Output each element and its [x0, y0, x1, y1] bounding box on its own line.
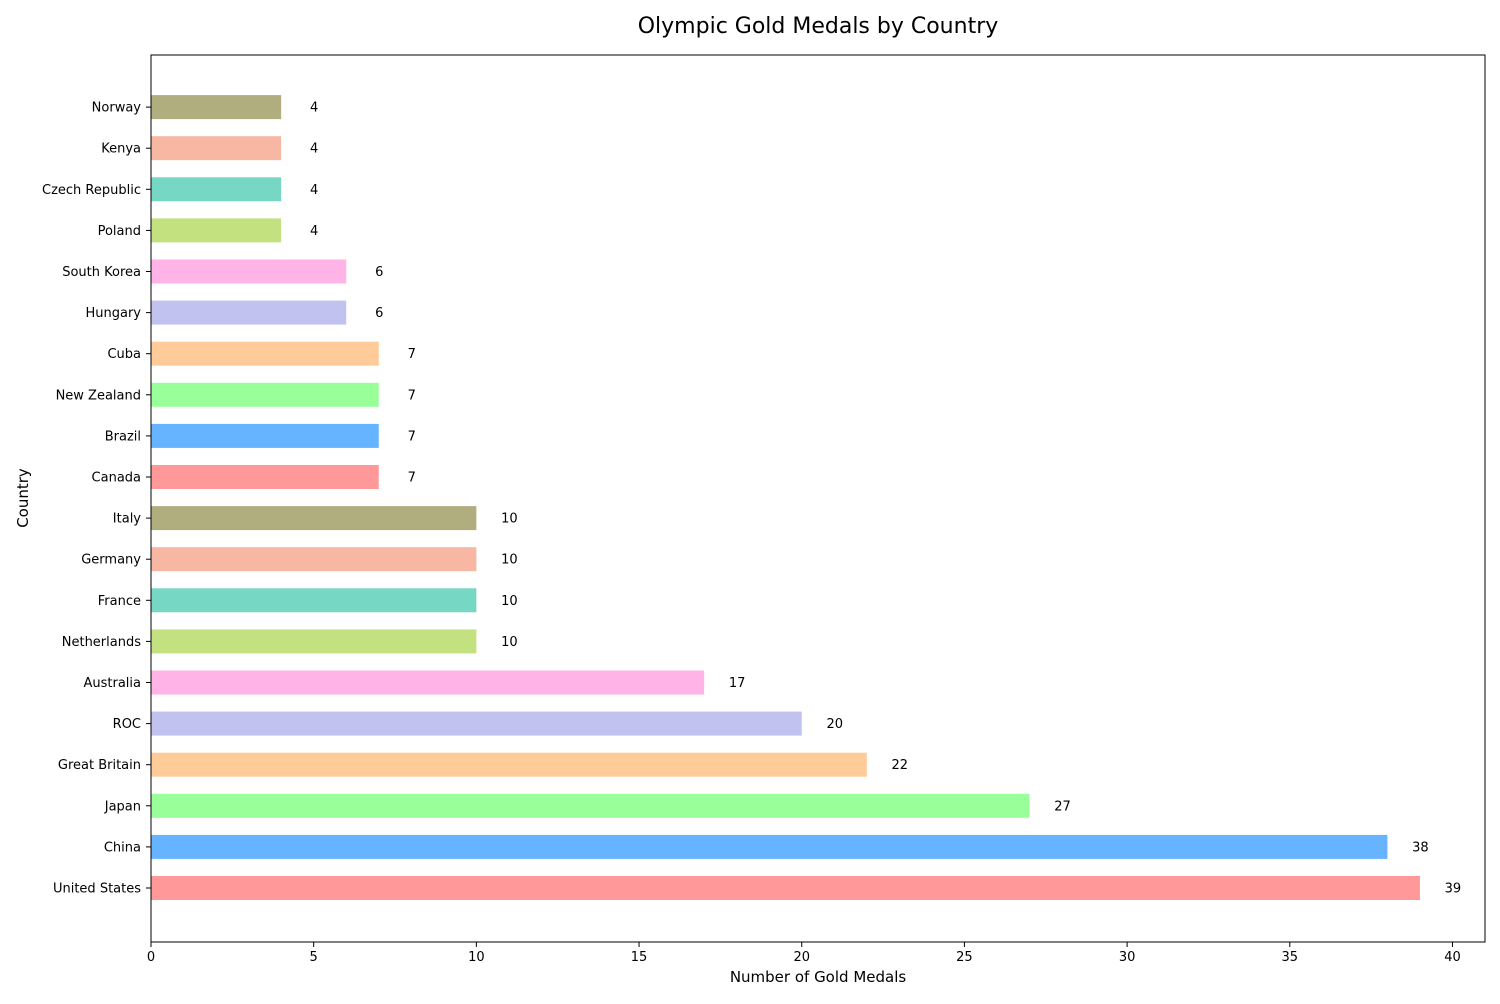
y-tick-label: South Korea	[62, 265, 141, 280]
y-tick-label: Czech Republic	[42, 183, 141, 198]
bar	[151, 506, 477, 531]
bar-value-label: 27	[1054, 799, 1071, 814]
bar-value-label: 17	[729, 676, 746, 691]
plot-area-frame	[150, 54, 1486, 943]
y-axis-ticks: United States China Japan Great Britain ROC A…	[42, 101, 151, 897]
bar-value-label: 7	[408, 388, 416, 403]
bar-value-label: 22	[892, 758, 909, 773]
bar-value-label: 10	[501, 512, 518, 527]
bar-value-label: 4	[310, 142, 318, 157]
x-tick-label: 20	[793, 950, 810, 965]
x-tick-label: 35	[1282, 950, 1299, 965]
bar-value-label: 4	[310, 224, 318, 239]
x-tick-label: 25	[956, 950, 973, 965]
x-tick-label: 15	[631, 950, 648, 965]
bars-layer	[151, 95, 1420, 900]
bar	[151, 670, 705, 695]
y-tick-label: Italy	[113, 512, 142, 527]
bar	[151, 136, 282, 161]
y-tick-label: New Zealand	[56, 388, 141, 403]
bar	[151, 711, 802, 736]
bar-value-label: 6	[375, 306, 383, 321]
y-tick-label: Japan	[104, 799, 141, 814]
bar	[151, 300, 347, 325]
x-tick-label: 0	[147, 950, 155, 965]
bar	[151, 752, 867, 777]
y-tick-label: Brazil	[105, 429, 141, 444]
bar-value-label: 10	[501, 594, 518, 609]
bar-value-label: 38	[1412, 840, 1429, 855]
y-tick-label: Hungary	[85, 306, 141, 321]
data-labels-layer: 39 38 27 22 20 17 10 10 10 10 7 7 7 7 6 6 4 4 4 4	[310, 101, 1461, 897]
bar-value-label: 7	[408, 471, 416, 486]
bar-value-label: 6	[375, 265, 383, 280]
y-tick-label: ROC	[113, 717, 141, 732]
chart-title: Olympic Gold Medals by Country	[638, 14, 999, 39]
bar	[151, 95, 282, 120]
bar-value-label: 7	[408, 429, 416, 444]
bar	[151, 259, 347, 284]
bar	[151, 177, 282, 202]
x-axis-label: Number of Gold Medals	[730, 968, 907, 986]
x-tick-label: 30	[1119, 950, 1136, 965]
bar	[151, 423, 379, 448]
bar	[151, 218, 282, 243]
bar	[151, 793, 1030, 818]
x-tick-label: 40	[1444, 950, 1461, 965]
y-tick-label: Poland	[98, 224, 141, 239]
bar	[151, 341, 379, 366]
bar-value-label: 4	[310, 183, 318, 198]
y-tick-label: Germany	[81, 553, 141, 568]
bar	[151, 876, 1420, 900]
bar-value-label: 10	[501, 635, 518, 650]
y-tick-label: Great Britain	[58, 758, 141, 773]
y-tick-label: Cuba	[107, 347, 141, 362]
x-tick-label: 5	[310, 950, 318, 965]
y-tick-label: Norway	[92, 101, 142, 116]
y-tick-label: Kenya	[101, 142, 141, 157]
bar	[151, 588, 477, 613]
bar	[151, 629, 477, 654]
x-axis-ticks: 0 5 10 15 20 25 30 35 40	[147, 942, 1461, 965]
bar-value-label: 7	[408, 347, 416, 362]
bar	[151, 547, 477, 572]
y-tick-label: Netherlands	[62, 635, 141, 650]
y-axis-label: Country	[14, 468, 32, 528]
bar	[151, 465, 379, 489]
bar-value-label: 4	[310, 101, 318, 116]
bar-value-label: 39	[1445, 882, 1462, 897]
y-tick-label: United States	[53, 882, 141, 897]
bar	[151, 382, 379, 407]
bar	[151, 834, 1388, 859]
x-tick-label: 10	[468, 950, 485, 965]
y-tick-label: Australia	[83, 676, 141, 691]
bar-value-label: 10	[501, 553, 518, 568]
y-tick-label: Canada	[92, 471, 141, 486]
bar-value-label: 20	[826, 717, 843, 732]
y-tick-label: China	[104, 840, 141, 855]
y-tick-label: France	[98, 594, 141, 609]
